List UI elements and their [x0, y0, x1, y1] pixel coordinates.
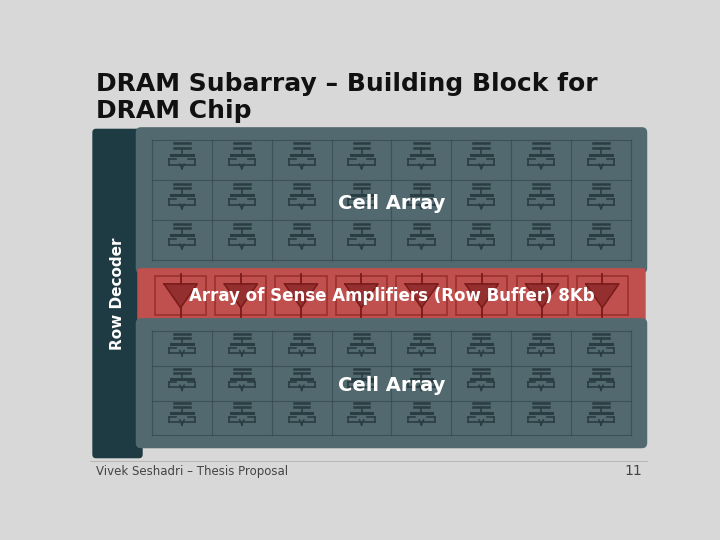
FancyBboxPatch shape [136, 127, 647, 273]
Bar [336, 276, 387, 315]
FancyBboxPatch shape [92, 129, 143, 458]
Text: DRAM Chip: DRAM Chip [96, 99, 252, 123]
Bar [577, 276, 628, 315]
Text: Array of Sense Amplifiers (Row Buffer) 8Kb: Array of Sense Amplifiers (Row Buffer) 8… [189, 287, 594, 305]
Bar [456, 276, 508, 315]
Text: 11: 11 [624, 464, 642, 478]
Bar [155, 276, 206, 315]
Polygon shape [465, 284, 498, 308]
Bar [276, 276, 327, 315]
Text: Cell Array: Cell Array [338, 376, 445, 395]
Polygon shape [284, 284, 318, 308]
Text: DRAM Subarray – Building Block for: DRAM Subarray – Building Block for [96, 72, 598, 97]
Polygon shape [224, 284, 258, 308]
Text: Row Decoder: Row Decoder [110, 237, 125, 350]
Polygon shape [586, 284, 619, 308]
Polygon shape [164, 284, 197, 308]
FancyBboxPatch shape [136, 318, 647, 448]
Text: Vivek Seshadri – Thesis Proposal: Vivek Seshadri – Thesis Proposal [96, 465, 288, 478]
Polygon shape [345, 284, 378, 308]
Polygon shape [526, 284, 559, 308]
Bar [215, 276, 266, 315]
Bar [516, 276, 568, 315]
Text: Cell Array: Cell Array [338, 193, 445, 213]
Polygon shape [405, 284, 438, 308]
Bar [396, 276, 447, 315]
FancyBboxPatch shape [138, 268, 646, 323]
